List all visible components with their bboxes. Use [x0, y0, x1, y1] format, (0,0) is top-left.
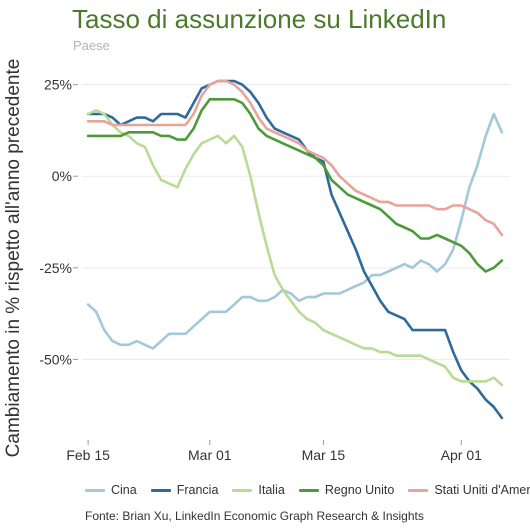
y-tick-label: 25%: [44, 77, 72, 93]
legend-item-cina[interactable]: Cina: [85, 483, 137, 497]
legend-item-regno-unito[interactable]: Regno Unito: [298, 483, 395, 497]
x-tick-label: Mar 01: [188, 447, 232, 463]
line-chart: 25% 0% -25% -50% Feb 15 Mar 01 Mar 15 Apr 01: [39, 77, 510, 463]
chart-title: Tasso di assunzione su LinkedIn: [72, 4, 447, 34]
legend-label: Cina: [111, 483, 137, 497]
y-tick-label: 0%: [52, 168, 72, 184]
y-tick-label: -50%: [39, 351, 72, 367]
legend-swatch: [232, 488, 253, 492]
legend-item-stati-uniti[interactable]: Stati Uniti d'America: [408, 483, 530, 497]
legend: Cina Francia Italia Regno Unito Stati Un…: [85, 483, 530, 497]
series-line-italia: [86, 109, 504, 387]
series-line-francia: [86, 79, 504, 420]
series-line-stati-uniti-d-america: [86, 79, 504, 237]
x-tick-label: Feb 15: [66, 447, 110, 463]
x-tick-label: Mar 15: [302, 447, 346, 463]
legend-label: Stati Uniti d'America: [434, 483, 530, 497]
source-note: Fonte: Brian Xu, LinkedIn Economic Graph…: [85, 509, 424, 523]
y-tick-label: -25%: [39, 260, 72, 276]
y-axis-ticks: 25% 0% -25% -50%: [39, 77, 78, 367]
legend-item-francia[interactable]: Francia: [150, 483, 219, 497]
series-lines: [86, 79, 504, 420]
legend-swatch: [85, 488, 105, 492]
legend-swatch: [298, 488, 319, 492]
legend-label: Francia: [176, 483, 219, 497]
series-line-regno-unito: [86, 98, 504, 273]
legend-swatch: [408, 488, 429, 492]
gridlines: [82, 84, 510, 360]
x-tick-label: Apr 01: [441, 447, 482, 463]
x-axis-ticks: Feb 15 Mar 01 Mar 15 Apr 01: [66, 440, 482, 463]
legend-label: Regno Unito: [324, 483, 395, 497]
chart-subtitle: Paese: [73, 38, 110, 53]
series-line-cina: [86, 112, 504, 350]
legend-item-italia[interactable]: Italia: [232, 483, 285, 497]
legend-swatch: [150, 488, 171, 492]
legend-label: Italia: [258, 483, 285, 497]
